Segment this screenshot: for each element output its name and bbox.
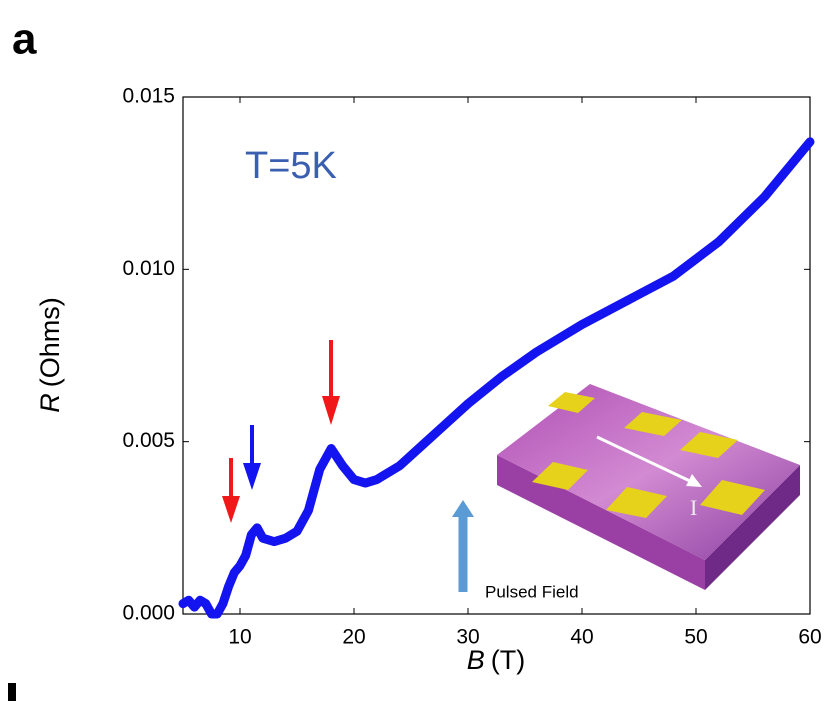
y-axis-unit: (Ohms) [35,297,65,387]
x-axis-symbol: B [467,645,485,675]
fragment [8,683,16,701]
x-tick-label: 40 [570,626,593,649]
y-tick-label: 0.000 [122,602,175,625]
x-tick-label: 60 [798,626,821,649]
plot-frame [182,96,811,615]
annotation: T=5K [245,145,337,187]
inset-field-label: Pulsed Field [485,582,579,601]
x-tick-label: 20 [342,626,365,649]
panel-label: a [12,15,37,64]
pointer-arrows [222,340,340,523]
x-tick-label: 50 [684,626,707,649]
inset-device [452,384,800,592]
data-line [178,137,815,619]
x-tick-label: 30 [456,626,479,649]
x-axis-unit: (T) [491,645,525,675]
y-axis-label: R (Ohms) [35,297,65,413]
x-tick-label: 10 [228,626,251,649]
y-tick-label: 0.010 [122,257,175,280]
y-tick-label: 0.015 [122,85,175,108]
inset-current-label: I [690,495,697,520]
x-axis-label: B (T) [467,645,526,675]
y-axis-symbol: R [35,393,65,413]
y-tick-label: 0.005 [122,429,175,452]
